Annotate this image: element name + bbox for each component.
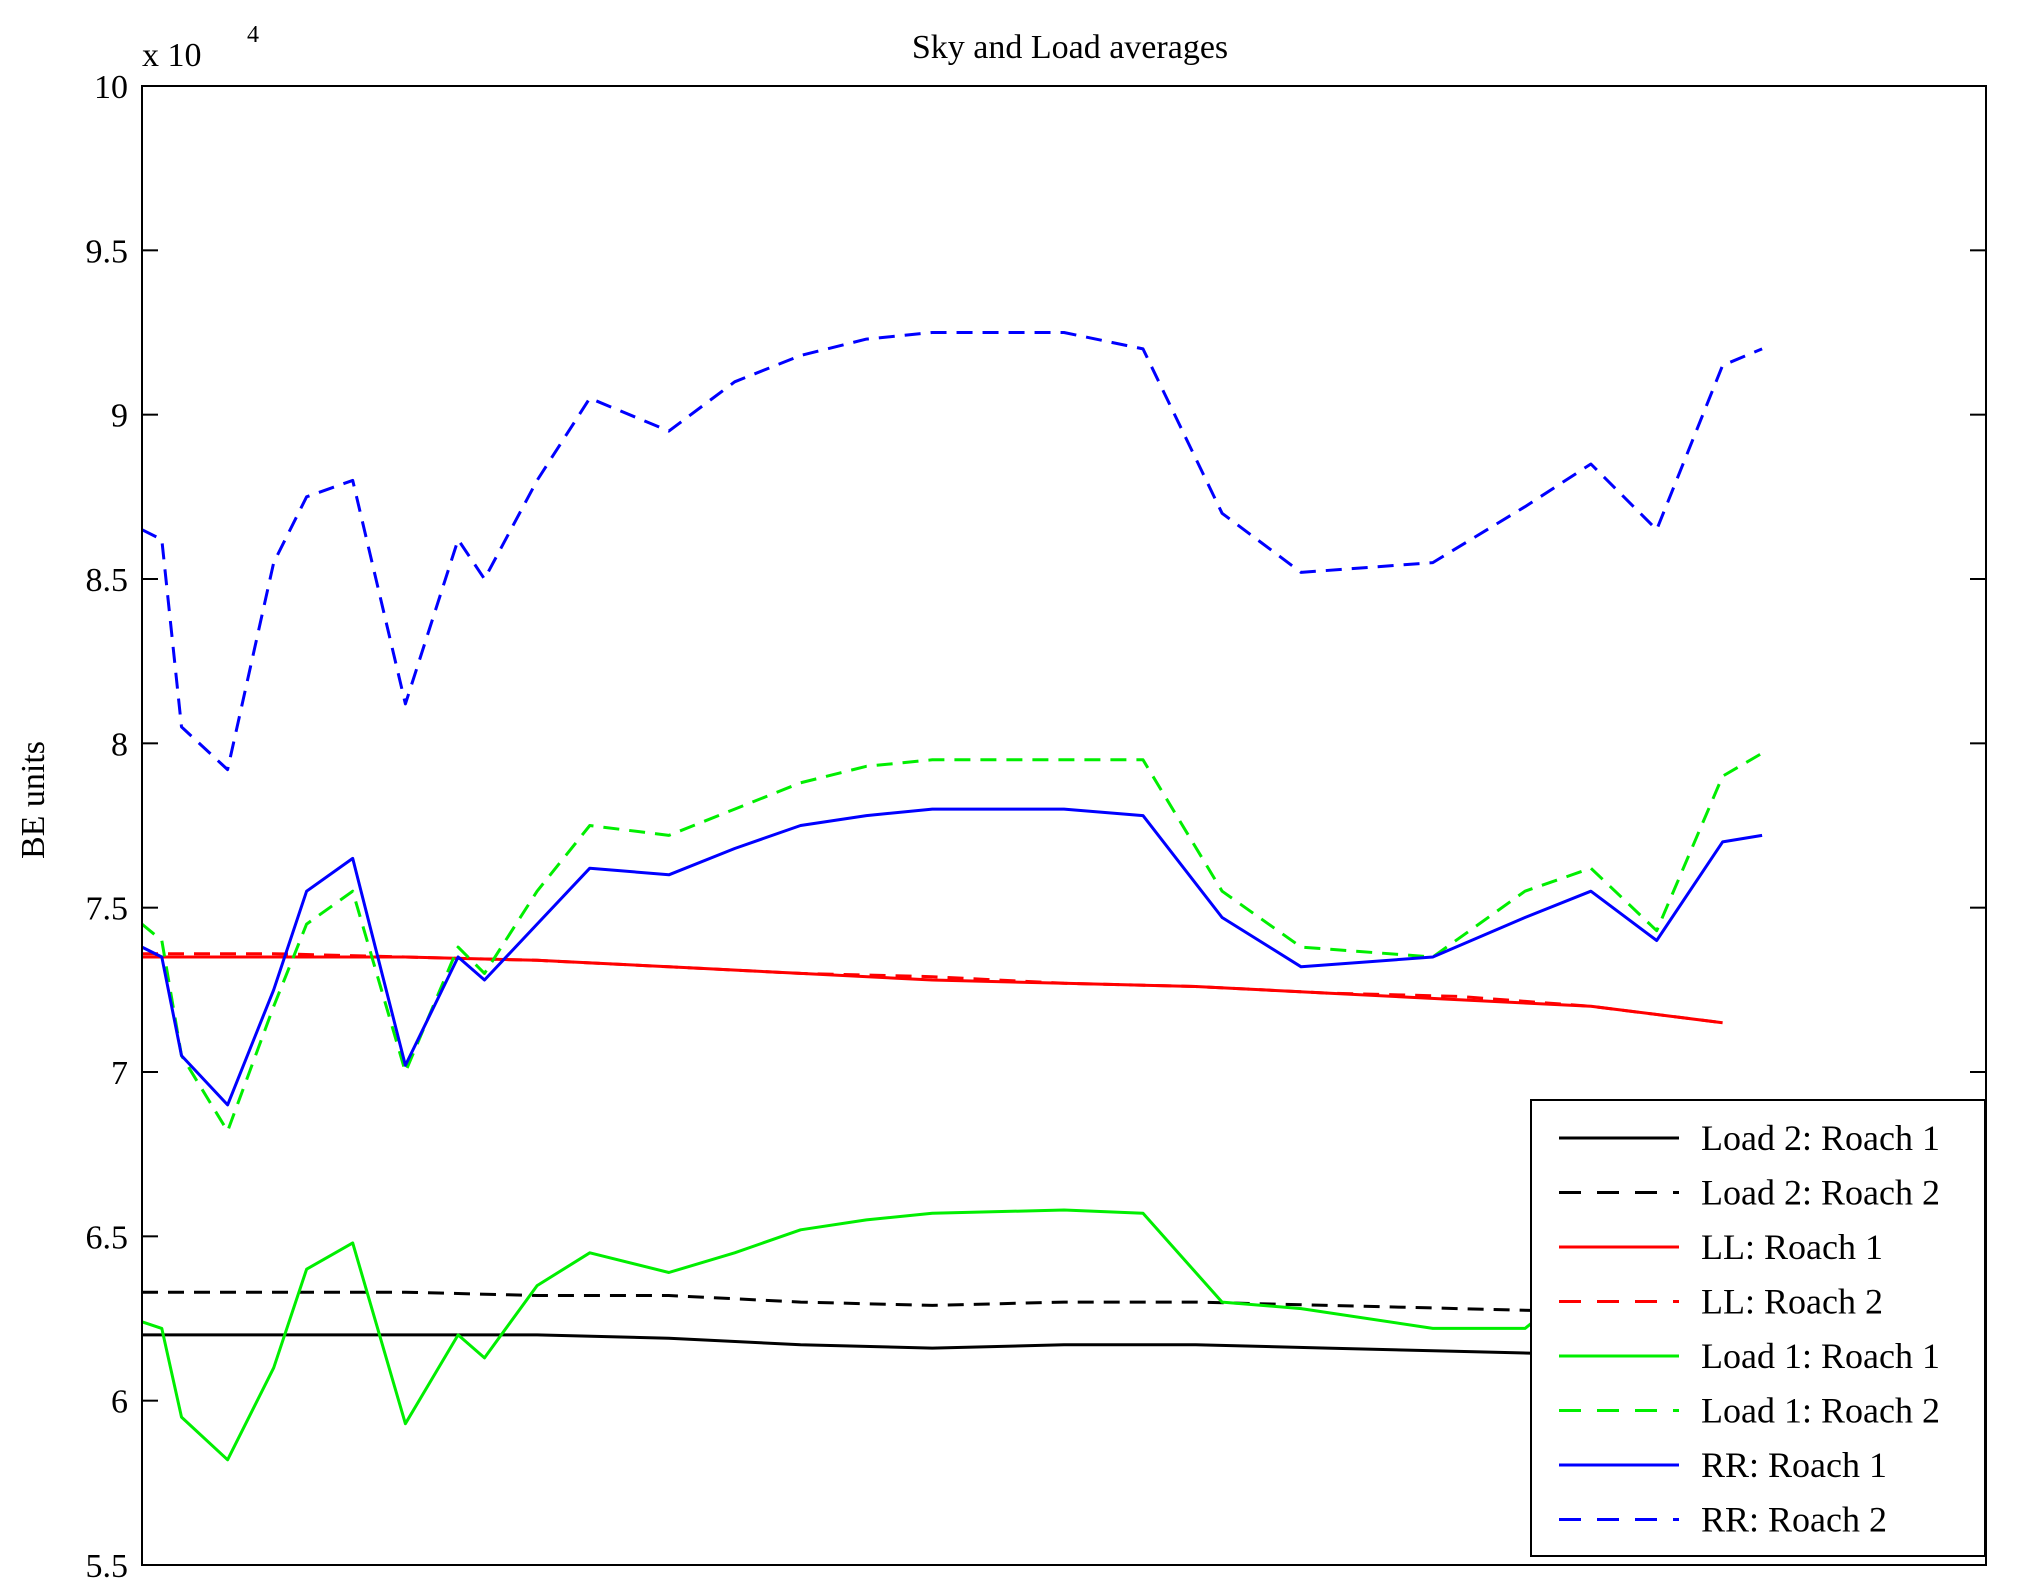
y-tick-label: 9 <box>111 398 128 435</box>
y-multiplier-label: x 10 <box>142 37 202 74</box>
y-tick-label: 5.5 <box>86 1548 129 1585</box>
y-tick-label: 6 <box>111 1384 128 1421</box>
chart-title: Sky and Load averages <box>912 29 1228 66</box>
series-layer <box>141 331 1763 1462</box>
series-line-0 <box>142 1333 1723 1360</box>
y-tick-label: 8.5 <box>86 562 129 599</box>
y-tick-label: 8 <box>111 726 128 763</box>
y-tick-label: 7 <box>111 1055 128 1092</box>
y-multiplier-exponent: 4 <box>247 22 259 48</box>
y-axis-label: BE units <box>15 741 52 859</box>
y-tick-label: 7.5 <box>86 891 129 928</box>
series-line-4 <box>141 1208 1592 1462</box>
y-tick-label: 6.5 <box>86 1219 129 1256</box>
legend-label: LL: Roach 2 <box>1701 1282 1883 1322</box>
y-tick-label: 10 <box>94 69 128 106</box>
legend-label: RR: Roach 2 <box>1701 1500 1887 1540</box>
series-line-3 <box>142 952 1723 1025</box>
legend-label: RR: Roach 1 <box>1701 1445 1887 1485</box>
legend-label: LL: Roach 1 <box>1701 1227 1883 1267</box>
y-tick-label: 9.5 <box>86 233 129 270</box>
legend-label: Load 1: Roach 1 <box>1701 1336 1940 1376</box>
series-line-5 <box>141 751 1763 1133</box>
legend-label: Load 2: Roach 2 <box>1701 1173 1940 1213</box>
legend-label: Load 2: Roach 1 <box>1701 1118 1940 1158</box>
legend-box <box>1530 1099 1986 1557</box>
plot-frame <box>141 85 1987 1566</box>
series-line-1 <box>142 1290 1723 1317</box>
legend-label: Load 1: Roach 2 <box>1701 1391 1940 1431</box>
series-line-7 <box>141 331 1763 772</box>
series-line-6 <box>141 807 1763 1107</box>
y-axis-ticks: 5.5 6 6.5 7 7.5 8 8.5 9 9.5 10 <box>86 69 1986 1585</box>
legend: Load 2: Roach 1 Load 2: Roach 2 LL: Roach … <box>1530 1099 1986 1557</box>
